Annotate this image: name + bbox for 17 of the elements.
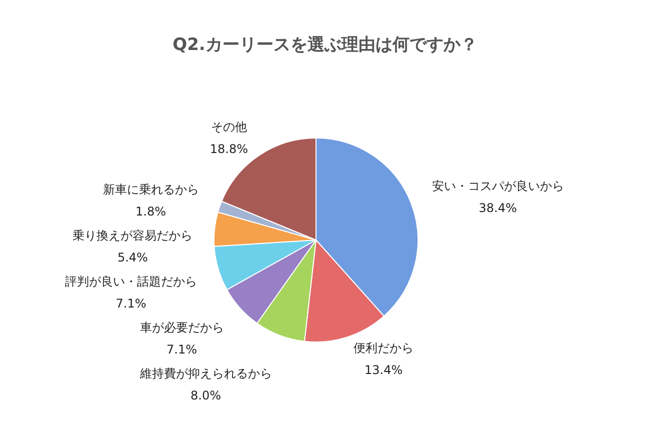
data-label: 1.8% — [136, 204, 166, 218]
data-label: 13.4% — [364, 363, 403, 378]
data-label: 38.4% — [478, 200, 517, 215]
slice-label: 新車に乗れるから — [102, 182, 199, 196]
slice-label: 維持費が抑えられるから — [138, 366, 272, 380]
slice-label: 便利だから — [354, 341, 414, 356]
slice-label: 車が必要だから — [140, 320, 224, 334]
data-label: 5.4% — [117, 250, 148, 264]
data-label: 7.1% — [116, 296, 146, 310]
slice-label: 乗り換えが容易だから — [72, 228, 193, 242]
slice-label: 安い・コスパが良いから — [432, 178, 564, 193]
data-label: 7.1% — [166, 342, 198, 356]
data-label: 18.8% — [210, 142, 248, 156]
slice-label: 評判が良い・話題だから — [65, 274, 198, 288]
chart-title: Q2.カーリースを選ぶ理由は何ですか？ — [172, 35, 478, 55]
data-label: 8.0% — [190, 388, 222, 402]
slice-label: その他 — [210, 120, 247, 134]
